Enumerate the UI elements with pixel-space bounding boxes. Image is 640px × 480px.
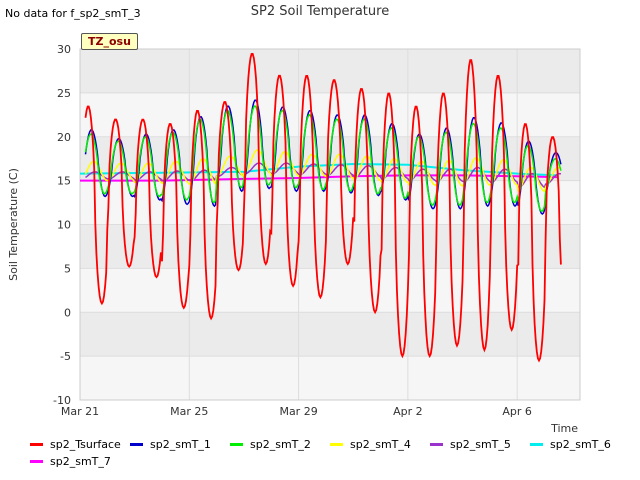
no-data-notice: No data for f_sp2_smT_3	[5, 7, 141, 20]
legend-swatch	[30, 460, 43, 463]
legend-item-sp2_Tsurface: sp2_Tsurface	[30, 438, 130, 451]
x-tick-label: Mar 29	[279, 405, 317, 418]
x-tick-label: Mar 25	[170, 405, 208, 418]
legend-label: sp2_smT_4	[350, 438, 411, 451]
legend-label: sp2_smT_1	[150, 438, 211, 451]
legend-swatch	[330, 443, 343, 446]
chart-title: SP2 Soil Temperature	[250, 4, 390, 19]
legend-swatch	[130, 443, 143, 446]
y-tick-label: -5	[60, 350, 71, 363]
legend-label: sp2_smT_7	[50, 455, 111, 468]
timezone-badge: TZ_osu	[81, 33, 138, 50]
plot-band	[80, 356, 580, 400]
y-tick-label: 25	[57, 87, 71, 100]
legend-swatch	[530, 443, 543, 446]
plot-band	[80, 49, 580, 93]
y-tick-label: 0	[64, 306, 71, 319]
legend-item-sp2_smT_6: sp2_smT_6	[530, 438, 630, 451]
series-line-sp2_smT_6	[79, 162, 559, 177]
legend-label: sp2_smT_5	[450, 438, 511, 451]
legend-item-sp2_smT_7: sp2_smT_7	[30, 455, 134, 468]
x-axis-ticks: Mar 21 Mar 25 Mar 29 Apr 2 Apr 6	[61, 405, 532, 418]
y-axis-ticks: -10 -5 0 5 10 15 20 25 30	[53, 43, 71, 407]
plot-band	[80, 312, 580, 357]
y-tick-label: 30	[57, 43, 71, 56]
legend-row: sp2_Tsurface sp2_smT_1 sp2_smT_2 sp2_smT_4 s…	[30, 436, 630, 453]
legend-item-sp2_smT_1: sp2_smT_1	[130, 438, 230, 451]
x-tick-label: Apr 2	[393, 405, 423, 418]
x-tick-label: Mar 21	[61, 405, 99, 418]
y-tick-label: -10	[53, 394, 71, 407]
series-line-sp2_Tsurface	[84, 53, 562, 363]
legend-label: sp2_smT_6	[550, 438, 611, 451]
x-tick-label: Apr 6	[502, 405, 532, 418]
plot-frame	[79, 48, 581, 401]
legend-item-sp2_smT_5: sp2_smT_5	[430, 438, 530, 451]
y-tick-label: 20	[57, 131, 71, 144]
legend-swatch	[30, 443, 43, 446]
legend-swatch	[230, 443, 243, 446]
y-tick-label: 15	[57, 175, 71, 188]
x-axis-label: Time	[550, 422, 578, 435]
legend-item-sp2_smT_4: sp2_smT_4	[330, 438, 430, 451]
y-tick-label: 5	[64, 262, 71, 275]
legend-label: sp2_smT_2	[250, 438, 311, 451]
plot-band	[80, 268, 580, 313]
legend-swatch	[430, 443, 443, 446]
legend: sp2_Tsurface sp2_smT_1 sp2_smT_2 sp2_smT_4 s…	[30, 436, 630, 470]
series-layer	[79, 53, 562, 363]
legend-item-sp2_smT_2: sp2_smT_2	[230, 438, 330, 451]
legend-label: sp2_Tsurface	[50, 438, 121, 451]
legend-row: sp2_smT_7	[30, 453, 630, 470]
y-axis-label: Soil Temperature (C)	[7, 168, 20, 281]
y-tick-label: 10	[57, 219, 71, 232]
